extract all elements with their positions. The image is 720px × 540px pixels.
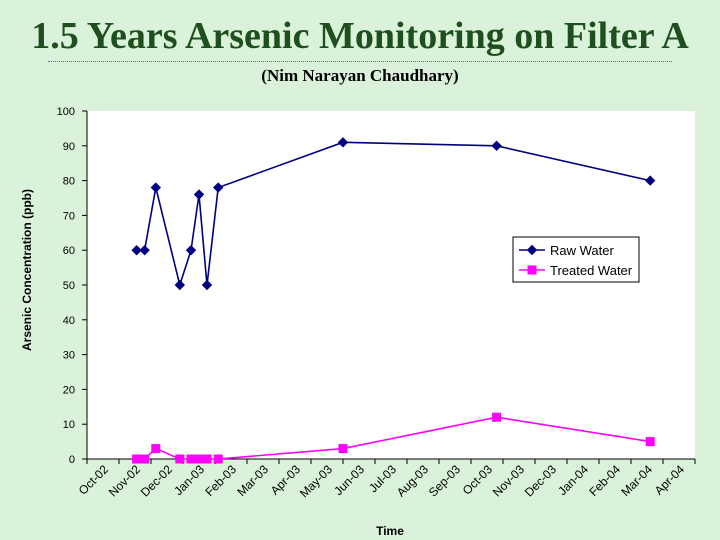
y-tick-label: 100 <box>57 106 75 118</box>
x-tick-label: Dec-03 <box>522 462 559 499</box>
data-point <box>131 244 142 256</box>
page-title: 1.5 Years Arsenic Monitoring on Filter A <box>31 15 689 57</box>
y-tick-label: 0 <box>69 454 75 466</box>
x-tick-label: Feb-04 <box>586 462 623 499</box>
x-tick-label: Dec-02 <box>138 462 175 499</box>
y-axis-title: Arsenic Concentration (ppb) <box>20 189 34 351</box>
x-tick-label: Apr-04 <box>652 462 688 498</box>
x-tick-label: Nov-03 <box>490 462 527 499</box>
data-point <box>186 454 196 464</box>
x-tick-label: Nov-02 <box>106 462 143 499</box>
page-subtitle: (Nim Narayan Chaudhary) <box>261 66 459 85</box>
title-underline <box>48 61 672 63</box>
data-point <box>645 437 655 447</box>
x-tick-label: May-03 <box>297 462 335 500</box>
y-tick-label: 90 <box>63 141 75 153</box>
data-point <box>140 454 150 464</box>
series-treated-water <box>132 412 655 464</box>
y-axis: 0 10 20 30 40 50 60 70 80 90 100 <box>57 106 88 466</box>
data-point <box>213 454 223 464</box>
x-tick-label: Jan-04 <box>555 462 591 498</box>
data-point <box>337 137 349 148</box>
data-point <box>151 444 161 454</box>
x-axis-title: Time <box>376 524 404 538</box>
data-point <box>185 244 197 256</box>
y-tick-label: 10 <box>63 419 75 431</box>
data-point <box>132 454 142 464</box>
data-point <box>174 279 186 291</box>
x-tick-label: Mar-03 <box>234 462 271 499</box>
y-tick-label: 80 <box>63 176 75 188</box>
data-point <box>201 279 213 291</box>
series-layer <box>131 137 656 464</box>
data-point <box>491 140 502 152</box>
plot-area <box>87 111 695 459</box>
data-point <box>338 444 348 454</box>
data-point <box>492 412 502 422</box>
data-point <box>139 244 150 256</box>
data-point <box>644 175 656 186</box>
data-point <box>194 454 204 464</box>
x-tick-label: Oct-03 <box>460 462 496 498</box>
legend-label: Treated Water <box>550 263 633 278</box>
data-point <box>175 454 185 464</box>
x-tick-label: Oct-02 <box>76 462 112 498</box>
y-tick-label: 60 <box>63 245 75 257</box>
x-tick-label: Sep-03 <box>426 462 463 499</box>
x-tick-label: Feb-03 <box>202 462 239 499</box>
x-tick-label: Mar-04 <box>618 462 655 499</box>
data-point <box>150 182 162 193</box>
y-tick-label: 50 <box>63 280 75 292</box>
data-point <box>202 454 212 464</box>
y-tick-label: 40 <box>63 315 75 327</box>
legend-marker <box>526 244 538 256</box>
x-tick-label: Jan-03 <box>171 462 207 498</box>
data-point <box>212 182 224 193</box>
legend: Raw Water Treated Water <box>512 236 640 283</box>
y-tick-label: 20 <box>63 384 75 396</box>
data-point <box>193 189 205 200</box>
series-raw-water <box>131 137 656 291</box>
y-tick-label: 30 <box>63 350 75 362</box>
legend-label: Raw Water <box>550 243 614 258</box>
x-tick-label: Aug-03 <box>394 462 431 499</box>
x-tick-label: Jun-03 <box>331 462 367 498</box>
y-tick-label: 70 <box>63 210 75 222</box>
legend-marker <box>527 265 537 275</box>
